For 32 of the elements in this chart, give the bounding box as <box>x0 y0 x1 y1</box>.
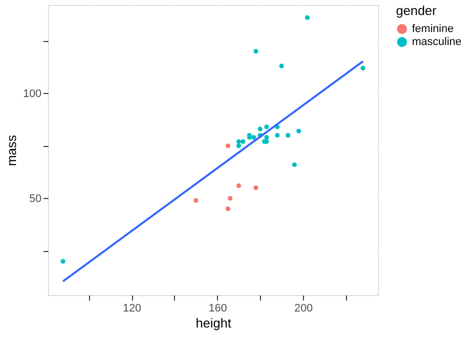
point <box>240 139 246 144</box>
legend-label: masculine <box>412 36 462 48</box>
point <box>254 48 258 54</box>
point <box>279 64 284 68</box>
point <box>254 185 258 190</box>
point <box>236 183 242 188</box>
point <box>264 124 269 130</box>
point <box>286 132 290 138</box>
point <box>60 259 66 264</box>
point <box>258 126 262 132</box>
point <box>194 198 198 203</box>
point <box>228 196 232 201</box>
point <box>360 66 366 70</box>
y-tick-label: 100 <box>23 88 42 100</box>
point <box>226 206 230 212</box>
y-axis-title: mass <box>4 134 20 166</box>
x-axis-title: height <box>196 316 232 330</box>
legend-label: feminine <box>412 23 454 35</box>
point <box>251 135 256 140</box>
point <box>236 143 242 148</box>
point <box>236 139 242 144</box>
point <box>296 128 302 134</box>
x-tick-label: 160 <box>208 302 227 314</box>
point <box>264 135 269 140</box>
y-tick-label: 50 <box>29 192 42 205</box>
x-tick-label: 120 <box>122 302 142 314</box>
point <box>226 143 230 148</box>
point <box>304 15 310 20</box>
x-tick-label: 200 <box>294 302 313 314</box>
point <box>274 132 280 138</box>
legend-title: gender <box>396 3 438 18</box>
point <box>292 162 297 168</box>
